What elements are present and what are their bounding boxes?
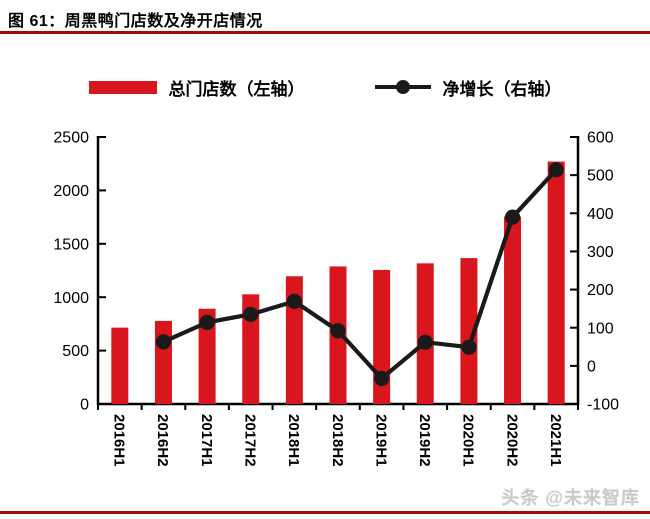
legend-item-total-stores: 总门店数（左轴） <box>88 75 305 100</box>
x-category-label: 2017H1 <box>198 414 215 467</box>
x-category-label: 2020H2 <box>503 414 520 467</box>
left-tick-label: 1500 <box>53 236 89 253</box>
x-category-label: 2021H1 <box>547 414 564 467</box>
chart-legend: 总门店数（左轴） 净增长（右轴） <box>0 72 650 102</box>
right-tick-label: -100 <box>587 397 619 414</box>
watermark: 头条 @未来智库 <box>501 488 640 508</box>
right-tick-label: 400 <box>587 206 614 223</box>
left-tick-label: 0 <box>80 397 89 414</box>
x-category-label: 2017H2 <box>241 414 258 467</box>
net-growth-dot <box>461 339 477 355</box>
right-tick-label: 500 <box>587 168 614 185</box>
left-tick-label: 2000 <box>53 183 89 200</box>
store-count-bar <box>285 276 303 404</box>
x-category-label: 2019H2 <box>416 414 433 467</box>
net-growth-dot <box>199 314 215 330</box>
right-tick-label: 600 <box>587 130 614 147</box>
net-growth-dot <box>155 334 172 350</box>
x-category-label: 2020H1 <box>460 414 477 467</box>
right-tick-label: 0 <box>587 358 596 375</box>
net-growth-dot <box>548 162 564 178</box>
net-growth-dot <box>243 306 259 322</box>
x-category-label: 2018H2 <box>329 414 346 467</box>
x-category-label: 2018H1 <box>285 414 302 467</box>
line-series-label: 净增长（右轴） <box>442 79 562 99</box>
figure-header: 图 61：周黑鸭门店数及净开店情况 <box>0 0 650 34</box>
right-tick-label: 100 <box>587 320 614 337</box>
net-growth-dot <box>417 334 433 350</box>
store-count-bar <box>416 263 434 404</box>
x-category-label: 2016H1 <box>111 414 128 467</box>
store-count-bar <box>373 269 391 404</box>
right-tick-label: 300 <box>587 244 614 261</box>
left-tick-label: 500 <box>62 343 89 360</box>
left-tick-label: 2500 <box>53 130 89 147</box>
store-count-bar <box>504 216 522 404</box>
bottom-rule <box>0 511 650 514</box>
title-underline <box>0 31 650 34</box>
store-count-bar <box>198 308 216 404</box>
line-series-marker-icon <box>374 80 431 94</box>
store-count-bar <box>242 294 260 404</box>
x-category-label: 2019H1 <box>372 414 389 467</box>
net-growth-line <box>161 167 559 381</box>
bar-series-swatch-icon <box>88 80 157 94</box>
store-count-bar <box>154 320 172 404</box>
store-count-bar <box>111 327 129 404</box>
legend-item-net-growth: 净增长（右轴） <box>374 75 562 100</box>
combo-chart: 0 500 1000 1500 2000 2500 -100 0 100 200 300 400 500… <box>53 130 619 467</box>
right-tick-label: 200 <box>587 282 614 299</box>
store-count-bar <box>547 161 565 404</box>
net-growth-dot <box>330 323 346 339</box>
x-category-label: 2016H2 <box>154 414 171 467</box>
store-count-bar <box>460 258 478 404</box>
left-tick-label: 1000 <box>53 290 89 307</box>
net-growth-dot <box>504 209 521 225</box>
figure-title: 图 61：周黑鸭门店数及净开店情况 <box>8 13 263 30</box>
bar-series-label: 总门店数（左轴） <box>168 79 305 99</box>
net-growth-dot <box>374 370 390 387</box>
net-growth-dot <box>286 293 302 309</box>
